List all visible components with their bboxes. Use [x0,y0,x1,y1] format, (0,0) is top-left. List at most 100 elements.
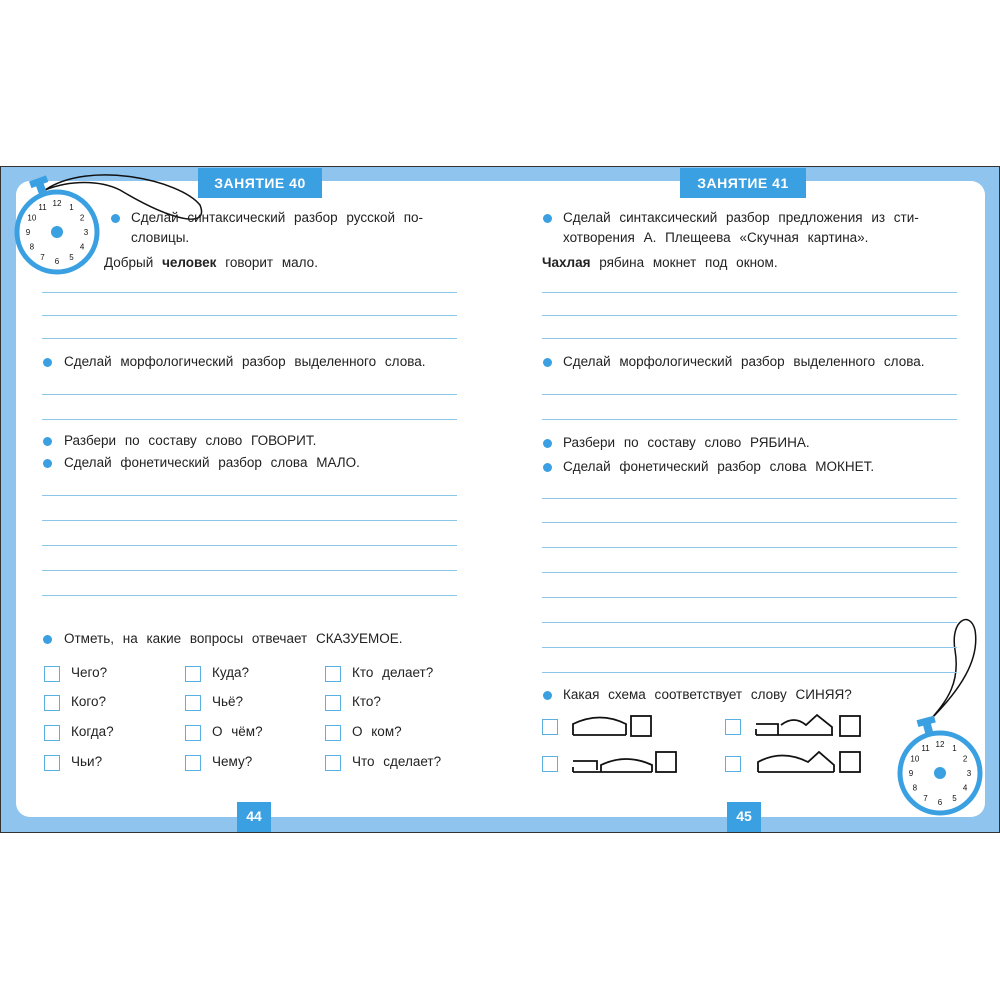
bullet-dot-icon [543,358,552,367]
task-text: Сделай синтаксический разбор русской по- [131,210,424,225]
bullet-dot-icon [543,439,552,448]
bullet-dot-icon [43,437,52,446]
task-text: Сделай фонетический разбор слова МАЛО. [64,455,360,470]
answer-option-label: Кто делает? [352,665,434,680]
lesson-40-title: ЗАНЯТИЕ 40 [198,168,322,198]
bullet-dot-icon [43,635,52,644]
answer-line[interactable] [542,597,957,598]
answer-line[interactable] [542,419,957,420]
answer-checkbox[interactable] [185,755,201,771]
answer-checkbox[interactable] [325,666,341,682]
bullet-dot-icon [43,358,52,367]
answer-checkbox[interactable] [44,666,60,682]
svg-text:10: 10 [27,214,36,223]
task-text: Сделай морфологический разбор выделенног… [563,354,925,369]
answer-line[interactable] [542,647,957,648]
highlighted-word: человек [162,255,217,270]
answer-line[interactable] [542,672,957,673]
answer-checkbox[interactable] [185,725,201,741]
svg-text:5: 5 [69,253,74,262]
answer-option-label: Когда? [71,724,114,739]
answer-line[interactable] [42,595,457,596]
highlighted-word: Чахлая [542,255,591,270]
task-text: Сделай фонетический разбор слова МОКНЕТ. [563,459,875,474]
answer-line[interactable] [42,394,457,395]
svg-text:11: 11 [38,203,47,212]
answer-line[interactable] [542,292,957,293]
bullet-dot-icon [543,463,552,472]
answer-line[interactable] [542,622,957,623]
answer-line[interactable] [542,547,957,548]
answer-option-label: Чего? [71,665,108,680]
scheme-checkbox-3[interactable] [725,719,741,735]
answer-line[interactable] [42,419,457,420]
svg-text:3: 3 [967,769,972,778]
task-text: Разбери по составу слово ГОВОРИТ. [64,433,317,448]
answer-line[interactable] [42,338,457,339]
scheme-checkbox-4[interactable] [725,756,741,772]
svg-text:4: 4 [963,784,968,793]
svg-text:9: 9 [26,228,31,237]
word: Добрый [104,255,154,270]
word: рябина мокнет под окном. [599,255,778,270]
answer-checkbox[interactable] [44,725,60,741]
answer-line[interactable] [42,292,457,293]
answer-checkbox[interactable] [325,695,341,711]
svg-text:7: 7 [923,794,928,803]
task-text: хотворения А. Плещеева «Скучная картина»… [563,230,869,245]
svg-text:3: 3 [84,228,89,237]
answer-line[interactable] [542,394,957,395]
answer-checkbox[interactable] [185,666,201,682]
svg-text:9: 9 [909,769,914,778]
poem-sentence: Чахлая рябина мокнет под окном. [542,255,778,270]
answer-option-label: Чему? [212,754,253,769]
scheme-checkbox-1[interactable] [542,719,558,735]
answer-line[interactable] [542,498,957,499]
svg-text:2: 2 [963,755,968,764]
svg-text:8: 8 [913,784,918,793]
answer-line[interactable] [42,570,457,571]
answer-option-label: Чьё? [212,694,244,709]
answer-checkbox[interactable] [44,755,60,771]
answer-line[interactable] [42,520,457,521]
svg-text:2: 2 [80,214,85,223]
word-scheme-icon [572,713,861,773]
answer-checkbox[interactable] [44,695,60,711]
bullet-dot-icon [111,214,120,223]
task-text: Отметь, на какие вопросы отвечает СКАЗУЕ… [64,631,403,646]
answer-line[interactable] [42,545,457,546]
word: говорит мало. [225,255,318,270]
answer-option-label: О чём? [212,724,263,739]
answer-option-label: Кого? [71,694,107,709]
answer-line[interactable] [542,572,957,573]
scheme-checkbox-2[interactable] [542,756,558,772]
proverb-sentence: Добрый человек говорит мало. [104,255,318,270]
answer-option-label: Куда? [212,665,250,680]
svg-text:10: 10 [910,755,919,764]
answer-line[interactable] [542,522,957,523]
answer-option-label: Кто? [352,694,381,709]
task-text: Какая схема соответствует слову СИНЯЯ? [563,687,852,702]
svg-text:12: 12 [936,740,945,749]
answer-checkbox[interactable] [185,695,201,711]
answer-checkbox[interactable] [325,725,341,741]
page-number-44: 44 [237,802,271,832]
bullet-dot-icon [543,214,552,223]
answer-option-label: Чьи? [71,754,103,769]
svg-text:6: 6 [55,257,60,266]
svg-text:7: 7 [40,253,45,262]
svg-text:11: 11 [921,744,930,753]
answer-line[interactable] [542,338,957,339]
answer-line[interactable] [42,315,457,316]
svg-text:5: 5 [952,794,957,803]
task-text: Сделай синтаксический разбор предложения… [563,210,919,225]
answer-line[interactable] [542,315,957,316]
answer-checkbox[interactable] [325,755,341,771]
bullet-dot-icon [543,691,552,700]
task-text: Сделай морфологический разбор выделенног… [64,354,426,369]
task-text: Разбери по составу слово РЯБИНА. [563,435,810,450]
answer-line[interactable] [42,495,457,496]
svg-text:1: 1 [69,203,74,212]
